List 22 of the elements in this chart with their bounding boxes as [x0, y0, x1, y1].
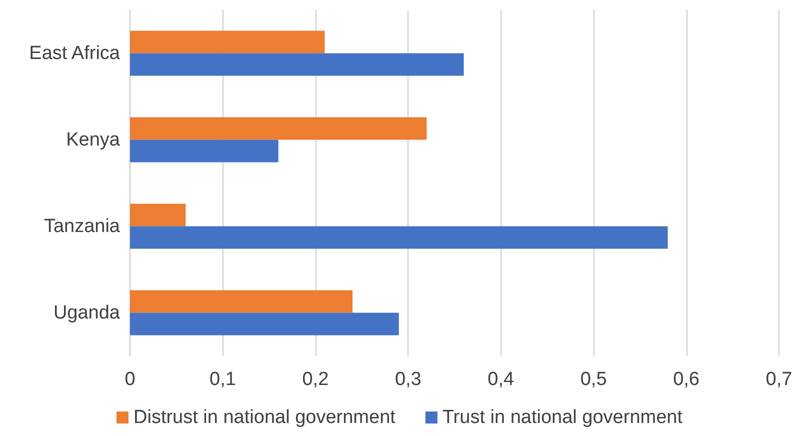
bar [130, 226, 668, 249]
y-tick-label: Uganda [53, 302, 120, 324]
x-tick-label: 0,6 [673, 369, 700, 390]
bar [130, 30, 325, 54]
x-tick-label: 0,3 [394, 369, 422, 390]
bar [130, 117, 427, 140]
bar [130, 53, 464, 76]
y-tick-label: East Africa [29, 42, 120, 64]
legend-label: Trust in national government [442, 407, 684, 428]
x-tick-label: 0,2 [302, 369, 329, 390]
legend-label: Distrust in national government [134, 407, 396, 428]
x-tick-label: 0,1 [210, 369, 236, 390]
bar [130, 140, 278, 162]
y-tick-label: Tanzania [44, 216, 120, 237]
x-tick-label: 0,7 [766, 369, 792, 390]
bar [130, 204, 186, 226]
x-tick-label: 0,4 [488, 369, 514, 390]
y-tick-label: Kenya [66, 129, 120, 150]
bar [130, 312, 399, 336]
x-tick-label: 0,5 [580, 369, 607, 390]
bar [130, 290, 353, 313]
x-tick-label: 0 [124, 369, 136, 390]
